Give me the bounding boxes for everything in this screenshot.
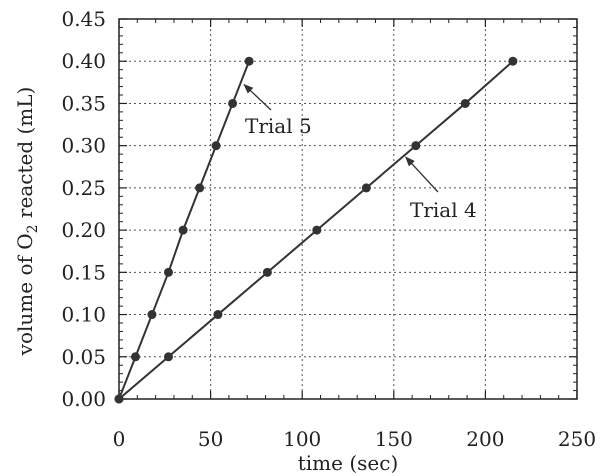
data-point <box>244 56 254 66</box>
y-tick-label: 0.10 <box>61 303 106 327</box>
data-point <box>312 225 322 235</box>
y-tick-label: 0.05 <box>61 345 106 369</box>
x-tick-label: 200 <box>466 427 504 451</box>
data-point <box>228 98 238 108</box>
annotation-arrow <box>243 83 272 111</box>
x-tick-label: 150 <box>375 427 413 451</box>
data-point <box>178 225 188 235</box>
x-axis-label: time (sec) <box>298 451 399 475</box>
x-tick-label: 50 <box>198 427 223 451</box>
y-tick-label: 0.25 <box>61 176 106 200</box>
data-series <box>114 56 518 404</box>
y-tick-label: 0.45 <box>61 7 106 31</box>
data-point <box>508 56 518 66</box>
plot-frame <box>118 18 578 400</box>
x-tick-label: 0 <box>113 427 126 451</box>
y-tick-label: 0.15 <box>61 260 106 284</box>
data-point <box>213 310 223 320</box>
annotation-arrow <box>405 156 439 193</box>
y-axis-label-part-1: volume of O <box>13 233 37 356</box>
data-point <box>411 141 421 151</box>
y-tick-label: 0.00 <box>61 387 106 411</box>
y-tick-label: 0.20 <box>61 218 106 242</box>
grid-lines <box>119 19 577 399</box>
data-point <box>211 141 221 151</box>
annotations: Trial 5 Trial 4 <box>243 83 477 222</box>
y-tick-label: 0.35 <box>61 91 106 115</box>
data-point <box>262 267 272 277</box>
y-tick-label: 0.30 <box>61 134 106 158</box>
data-point <box>163 352 173 362</box>
y-axis-label-subscript: 2 <box>25 224 41 233</box>
data-point <box>361 183 371 193</box>
data-point <box>114 394 124 404</box>
annotation-label: Trial 5 <box>245 114 312 138</box>
axis-ticks: 0 50 100 150 200 250 0.00 0.05 0.10 0.15 0.20 0.25 0… <box>61 7 596 451</box>
x-tick-label: 100 <box>283 427 321 451</box>
data-point <box>460 98 470 108</box>
data-point <box>163 267 173 277</box>
y-tick-label: 0.40 <box>61 49 106 73</box>
data-point <box>195 183 205 193</box>
data-point <box>147 310 157 320</box>
annotation-label: Trial 4 <box>410 198 477 222</box>
y-axis-label-part-2: reacted (mL) <box>13 87 37 225</box>
data-point <box>130 352 140 362</box>
x-tick-label: 250 <box>558 427 596 451</box>
y-axis-label: volume of O2 reacted (mL) <box>13 87 41 357</box>
